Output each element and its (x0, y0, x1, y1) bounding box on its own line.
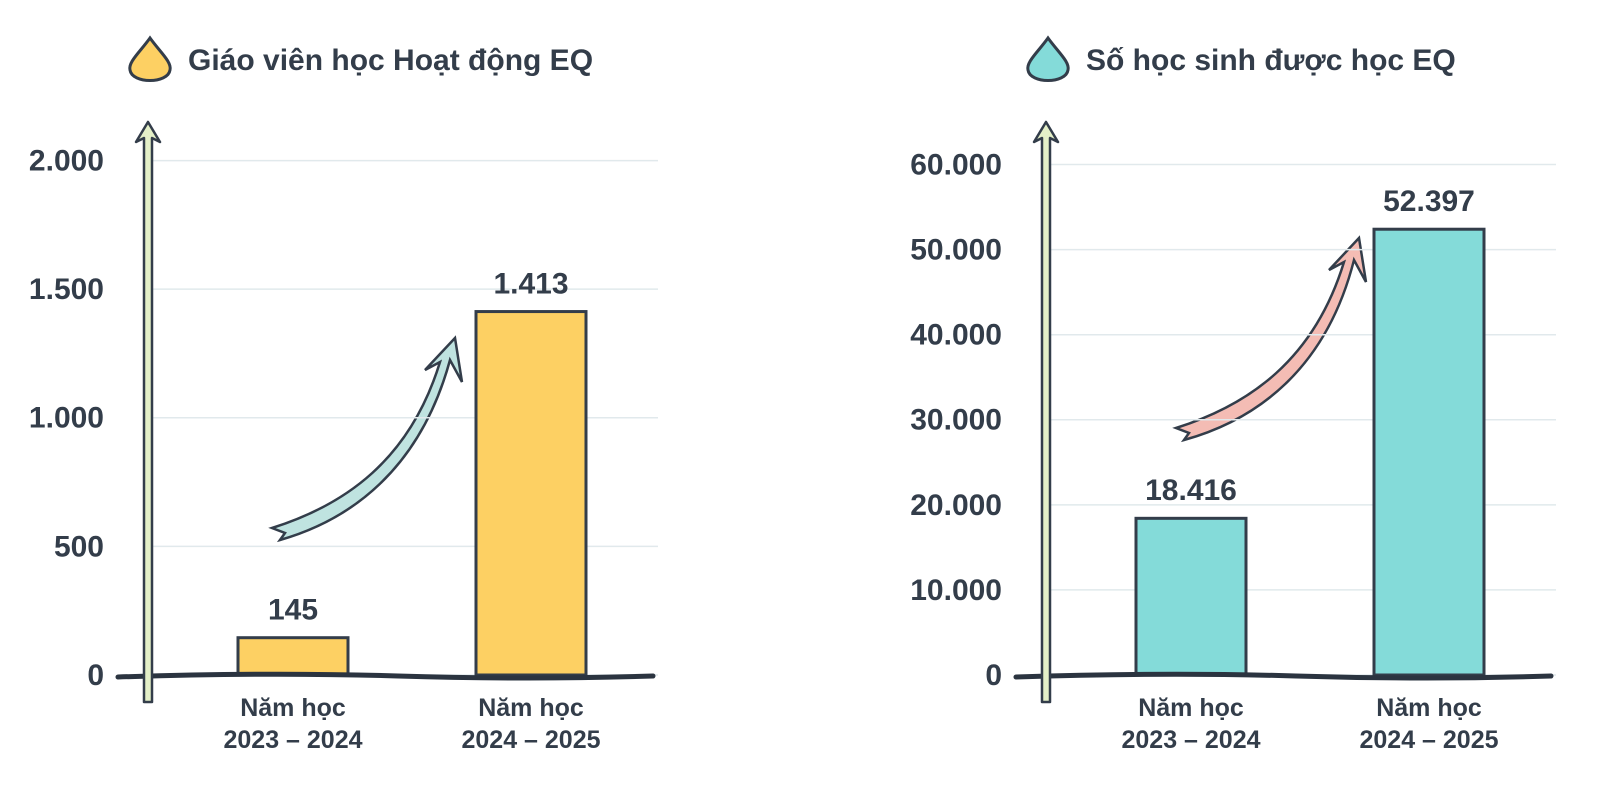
decor-arrow (268, 335, 464, 543)
y-tick-label: 2.000 (29, 145, 104, 178)
value-label: 18.416 (1145, 474, 1237, 507)
chart-panel: Số học sinh được học EQ 0 10.000 20.000 30.0… (806, 0, 1612, 800)
chart-title: Số học sinh được học EQ (1086, 44, 1456, 77)
y-tick-label: 1.500 (29, 273, 104, 306)
x-tick-label: Năm học 2024 – 2025 (1359, 694, 1499, 754)
y-tick-label: 50.000 (910, 234, 1002, 267)
bar (474, 310, 588, 677)
y-axis (134, 120, 162, 704)
bar (236, 636, 350, 677)
x-tick-label: Năm học 2024 – 2025 (461, 694, 601, 754)
bar (1372, 227, 1486, 677)
y-tick-label: 30.000 (910, 404, 1002, 437)
y-tick-label: 40.000 (910, 319, 1002, 352)
chart: Giáo viên học Hoạt động EQ 0 500 1.000 1.500… (29, 35, 658, 704)
x-axis (115, 671, 656, 681)
title-icon (1026, 35, 1070, 82)
y-tick-label: 0 (87, 659, 104, 692)
decor-arrow (1172, 235, 1368, 443)
y-tick-label: 20.000 (910, 489, 1002, 522)
value-label: 52.397 (1383, 185, 1475, 218)
chart: Số học sinh được học EQ 0 10.000 20.000 30.0… (910, 35, 1556, 704)
bar (1134, 516, 1248, 677)
chart-title: Giáo viên học Hoạt động EQ (188, 44, 593, 77)
y-tick-label: 1.000 (29, 402, 104, 435)
chart-panel: Giáo viên học Hoạt động EQ 0 500 1.000 1.500… (29, 35, 658, 754)
y-tick-label: 10.000 (910, 574, 1002, 607)
value-label: 145 (268, 594, 318, 627)
x-tick-label: Năm học 2023 – 2024 (1121, 694, 1261, 754)
y-axis (1032, 120, 1060, 704)
x-axis (1013, 671, 1554, 681)
value-label: 1.413 (493, 267, 568, 300)
x-tick-label: Năm học 2023 – 2024 (223, 694, 363, 754)
y-tick-label: 60.000 (910, 148, 1002, 181)
y-tick-label: 0 (985, 659, 1002, 692)
y-tick-label: 500 (54, 530, 104, 563)
title-icon (128, 35, 172, 82)
